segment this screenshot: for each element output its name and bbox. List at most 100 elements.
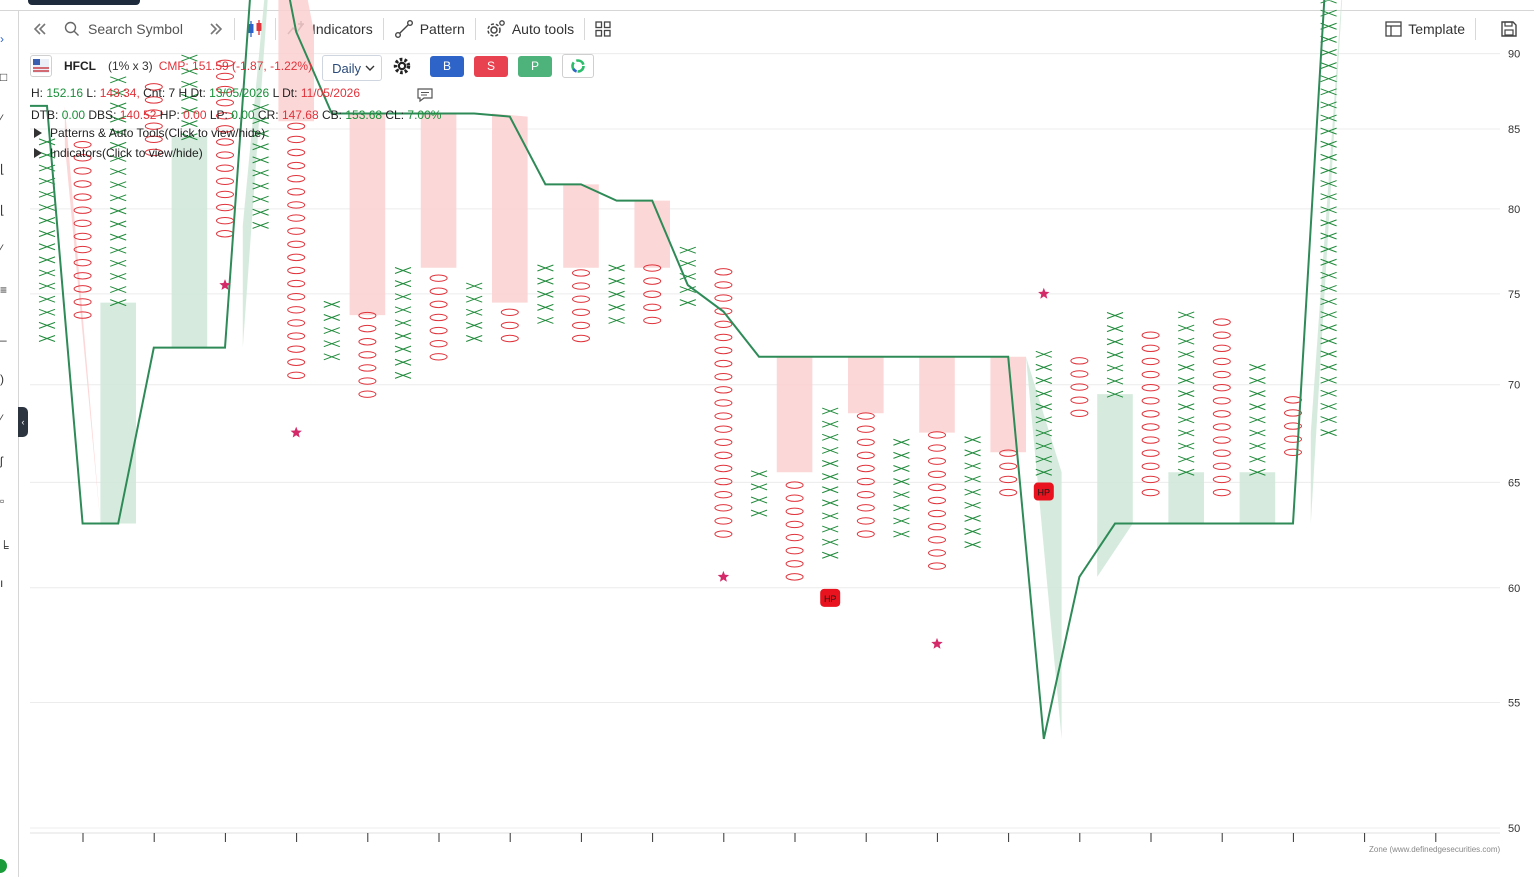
search-input[interactable]: Search Symbol xyxy=(88,21,183,37)
x-box xyxy=(38,217,56,224)
o-box xyxy=(856,438,875,446)
o-box xyxy=(1212,383,1231,392)
search-box[interactable]: Search Symbol xyxy=(56,21,206,37)
collapse-left-button[interactable] xyxy=(20,14,56,44)
x-box xyxy=(537,264,554,272)
hide-tool-icon[interactable]: ▫ xyxy=(0,494,5,508)
o-box xyxy=(572,334,590,343)
x-column xyxy=(1035,350,1052,476)
trendline-tool-icon[interactable]: ⁄ xyxy=(0,112,3,126)
o-box xyxy=(856,517,875,525)
separator xyxy=(234,18,235,40)
expand-right-button[interactable] xyxy=(206,14,234,44)
brush-tool-icon[interactable]: ⁄ xyxy=(0,242,3,256)
p-button[interactable]: P xyxy=(518,55,552,77)
x-column xyxy=(1320,0,1337,437)
save-button[interactable] xyxy=(1476,14,1534,44)
delete-tool-icon[interactable]: ╘ xyxy=(0,540,9,554)
o-box xyxy=(358,311,377,320)
o-box xyxy=(429,287,448,295)
x-box xyxy=(822,446,839,454)
o-box xyxy=(1212,344,1231,353)
x-box xyxy=(38,243,56,251)
o-box xyxy=(216,177,234,186)
fib-tool-icon[interactable]: ⌊ xyxy=(0,162,5,176)
zoom-tool-icon[interactable]: ) xyxy=(0,372,4,386)
crosshair-tool-icon[interactable]: □ xyxy=(0,70,8,84)
o-box xyxy=(216,230,234,238)
o-box xyxy=(928,444,946,452)
cursor-tool-icon[interactable]: › xyxy=(0,32,4,46)
x-box xyxy=(1178,468,1195,476)
o-box xyxy=(216,138,234,146)
x-box xyxy=(822,460,839,467)
chart-legend: HFCL (1% x 3) CMP: 151.59 (-1.87, -1.22%… xyxy=(30,54,594,81)
o-box xyxy=(287,214,306,222)
buy-button[interactable]: B xyxy=(430,55,464,77)
x-box xyxy=(252,208,269,216)
expand-triangle-icon xyxy=(34,128,42,138)
o-box xyxy=(928,536,946,544)
o-box xyxy=(1212,475,1231,484)
patterns-toggle[interactable]: Patterns & Auto Tools(Click to view/hide… xyxy=(34,126,265,140)
pitchfork-tool-icon[interactable]: ⌊ xyxy=(0,203,5,217)
x-box xyxy=(110,181,127,189)
o-box xyxy=(287,306,306,314)
o-box xyxy=(500,334,519,343)
chart-type-button[interactable] xyxy=(235,14,275,44)
tree-tool-icon[interactable]: ı xyxy=(0,576,4,590)
x-box xyxy=(1249,377,1266,384)
bear-zone xyxy=(492,113,528,303)
o-box xyxy=(999,475,1018,484)
o-box xyxy=(287,345,306,353)
layout-button[interactable] xyxy=(585,14,621,44)
bear-zone xyxy=(64,105,101,524)
indicators-toggle[interactable]: Indicators(Click to view/hide) xyxy=(34,146,203,160)
o-box xyxy=(216,72,234,81)
o-box xyxy=(287,371,306,380)
auto-tools-button[interactable]: Auto tools xyxy=(476,14,584,44)
y-tick-label: 55 xyxy=(1508,697,1520,709)
o-column xyxy=(1212,318,1231,497)
separator xyxy=(382,18,384,40)
x-box xyxy=(1320,311,1337,319)
measure-tool-icon[interactable]: – xyxy=(0,333,7,347)
o-box xyxy=(73,285,92,293)
o-box xyxy=(1212,318,1231,326)
text-tool-icon[interactable]: ≡ xyxy=(0,283,8,297)
x-box xyxy=(110,220,127,228)
color-ring-icon xyxy=(571,59,585,73)
magnet-tool-icon[interactable]: ⁄ xyxy=(0,412,3,426)
o-box xyxy=(1141,436,1160,444)
color-ring-button[interactable] xyxy=(562,54,594,78)
sell-button[interactable]: S xyxy=(474,55,508,77)
o-box xyxy=(216,59,234,68)
interval-select[interactable]: Daily xyxy=(322,55,382,81)
pattern-button[interactable]: Pattern xyxy=(384,14,475,44)
x-box xyxy=(1249,429,1266,437)
o-box xyxy=(287,148,306,157)
x-box xyxy=(252,130,269,138)
x-box xyxy=(1106,364,1124,372)
x-box xyxy=(1320,416,1337,424)
bull-zone xyxy=(1168,472,1204,524)
template-button[interactable]: Template xyxy=(1375,14,1475,44)
comment-icon[interactable] xyxy=(416,87,434,103)
separator xyxy=(474,18,476,40)
o-box xyxy=(144,83,163,91)
settings-gear-icon[interactable] xyxy=(392,56,412,76)
x-box xyxy=(1178,429,1195,437)
x-box xyxy=(323,353,340,361)
x-box xyxy=(1320,232,1337,240)
collapse-sidebar-handle[interactable]: ‹ xyxy=(18,407,28,437)
o-box xyxy=(358,377,377,385)
x-box xyxy=(110,207,127,215)
x-box xyxy=(1106,312,1124,319)
lock-tool-icon[interactable]: ʃ xyxy=(0,454,3,468)
y-tick-label: 65 xyxy=(1508,477,1520,489)
o-box xyxy=(429,313,448,322)
active-tab-indicator[interactable] xyxy=(28,0,140,5)
o-box xyxy=(216,203,234,212)
x-box xyxy=(822,551,839,559)
